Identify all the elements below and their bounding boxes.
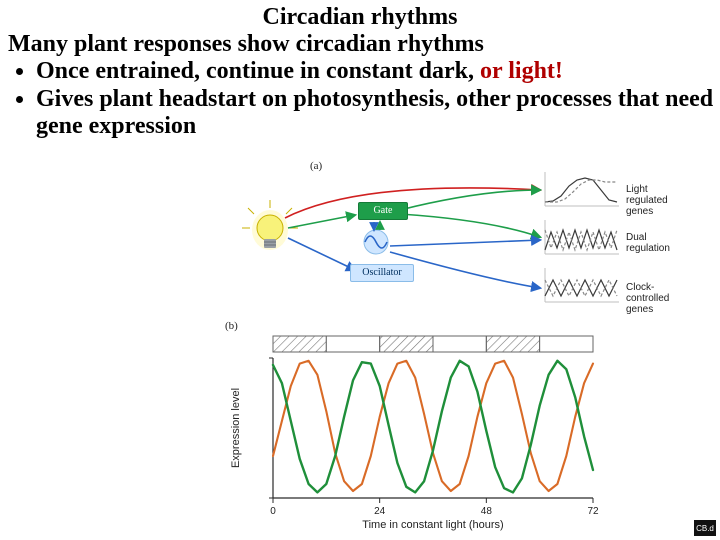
svg-text:24: 24 bbox=[374, 506, 386, 517]
page-title: Circadian rhythms bbox=[0, 4, 720, 31]
subtitle: Many plant responses show circadian rhyt… bbox=[8, 31, 720, 58]
svg-text:48: 48 bbox=[481, 506, 493, 517]
panel-b-chart: (b) 0244872Time in constant light (hours… bbox=[225, 332, 605, 532]
svg-text:72: 72 bbox=[587, 506, 599, 517]
oscillator-box: Oscillator bbox=[350, 264, 414, 282]
panel-a-svg bbox=[190, 160, 690, 320]
bullet-2-pre: Gives plant headstart on photosynthesis,… bbox=[36, 86, 713, 140]
lightbulb-icon bbox=[242, 200, 298, 250]
mini-graph-light bbox=[545, 172, 619, 206]
arrow-gate-right2 bbox=[400, 214, 540, 237]
mini-graph-clock bbox=[545, 268, 619, 302]
panel-a-diagram: (a) bbox=[190, 160, 690, 320]
panel-b-label: (b) bbox=[225, 320, 238, 332]
svg-text:Expression level: Expression level bbox=[230, 388, 242, 468]
bullet-1: Once entrained, continue in constant dar… bbox=[36, 58, 720, 86]
oscillator-label: Oscillator bbox=[362, 267, 401, 278]
panel-b-svg: 0 24 48 72 Time in constant light (hours) Exp… bbox=[225, 332, 605, 532]
mini-label-clock: Clock-controlled genes bbox=[626, 282, 690, 315]
slide: Circadian rhythms Many plant responses s… bbox=[0, 0, 720, 540]
bullet-2: Gives plant headstart on photosynthesis,… bbox=[36, 86, 720, 141]
mini-graph-dual bbox=[545, 220, 619, 254]
bullet-list: Once entrained, continue in constant dar… bbox=[8, 58, 720, 141]
publisher-logo: CB.d bbox=[694, 520, 716, 536]
bullet-1-em: or light! bbox=[480, 58, 563, 84]
bullet-1-pre: Once entrained, continue in constant dar… bbox=[36, 58, 480, 84]
arrow-bulb-osc bbox=[288, 238, 355, 270]
svg-text:0: 0 bbox=[270, 506, 276, 517]
mini-label-dual: Dual regulation bbox=[626, 232, 690, 254]
oscillator-sine-icon bbox=[364, 230, 388, 254]
arrow-gate-right1 bbox=[400, 190, 540, 210]
svg-text:Time in constant light (hours): Time in constant light (hours) bbox=[362, 519, 503, 531]
gate-label: Gate bbox=[374, 205, 393, 216]
arrow-bulb-gate bbox=[288, 215, 355, 228]
arrow-osc-right2 bbox=[390, 240, 540, 246]
gate-box: Gate bbox=[358, 202, 408, 220]
mini-label-light: Light regulated genes bbox=[626, 184, 690, 217]
